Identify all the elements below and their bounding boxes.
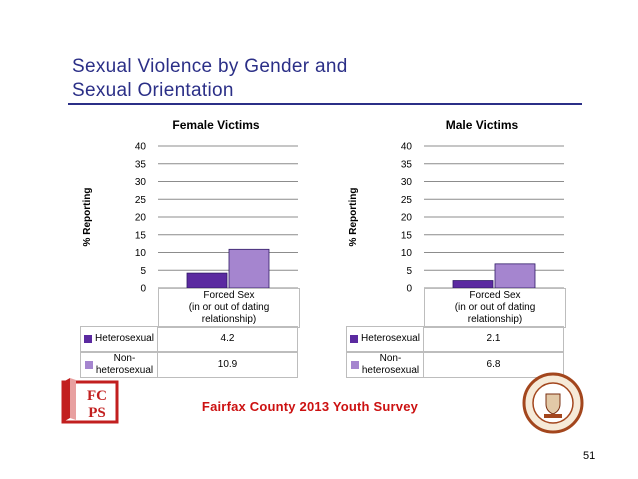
legend-row: Non-heterosexual 10.9 [80, 352, 298, 378]
male-victims-chart: Male Victims % Reporting 0 5 10 15 20 25 30 35 40 F… [338, 112, 600, 378]
legend-swatch [350, 335, 359, 343]
category-label-line: Forced Sex [469, 290, 521, 301]
y-tick-label: 40 [135, 142, 147, 153]
y-tick-label: 25 [401, 195, 413, 206]
legend-row: Non-heterosexual 6.8 [346, 352, 564, 378]
female-victims-chart: Female Victims % Reporting 0 5 10 15 20 25 30 35 4… [72, 112, 334, 378]
y-axis-label: % Reporting [82, 188, 93, 247]
y-tick-label: 0 [406, 284, 412, 295]
bar-non-heterosexual [228, 248, 270, 289]
y-tick-label: 10 [135, 248, 147, 259]
bar-non-heterosexual [494, 263, 536, 289]
y-tick-label: 15 [401, 230, 413, 241]
legend-swatch [350, 361, 359, 369]
y-tick-label: 5 [140, 266, 146, 277]
category-label-line: (in or out of dating [188, 302, 270, 313]
data-value-cell: 4.2 [157, 326, 298, 352]
y-tick-label: 35 [401, 159, 413, 170]
y-tick-label: 40 [401, 142, 413, 153]
bar-heterosexual [452, 280, 494, 289]
survey-footer: Fairfax County 2013 Youth Survey [201, 399, 419, 414]
y-tick-label: 20 [401, 213, 413, 224]
chart-svg: Male Victims % Reporting 0 5 10 15 20 25 30 35 40 [348, 118, 564, 295]
slide-title-line2: Sexual Orientation [72, 80, 234, 101]
legend-label-cell: Non-heterosexual [346, 352, 424, 378]
y-tick-label: 10 [401, 248, 413, 259]
legend-swatch [84, 361, 93, 369]
chart-svg: Female Victims % Reporting 0 5 10 15 20 25 30 35 4… [82, 118, 298, 295]
data-value-cell: 6.8 [423, 352, 564, 378]
fcps-logo: FC PS [60, 376, 122, 433]
page-number: 51 [583, 450, 596, 462]
legend-series-name: Heterosexual [95, 333, 154, 344]
bar-heterosexual [186, 272, 228, 289]
legend-label-cell: Heterosexual [346, 326, 424, 352]
data-value-cell: 10.9 [157, 352, 298, 378]
legend-row: Heterosexual 4.2 [80, 326, 298, 352]
y-tick-label: 20 [135, 213, 147, 224]
svg-text:PS: PS [88, 405, 106, 421]
data-value-cell: 2.1 [423, 326, 564, 352]
category-label-box: Forced Sex (in or out of dating relationsh… [424, 288, 566, 328]
legend-label-cell: Non-heterosexual [80, 352, 158, 378]
chart-title: Female Victims [172, 118, 259, 132]
y-tick-label: 35 [135, 159, 147, 170]
category-label-line: relationship) [467, 314, 523, 325]
legend-series-name: Non-heterosexual [361, 353, 420, 376]
legend-series-name: Non-heterosexual [95, 353, 154, 376]
y-tick-label: 30 [135, 177, 147, 188]
category-label-line: relationship) [201, 314, 257, 325]
legend-series-name: Heterosexual [361, 333, 420, 344]
legend-label-cell: Heterosexual [80, 326, 158, 352]
legend-swatch [84, 335, 93, 343]
y-tick-label: 30 [401, 177, 413, 188]
svg-text:FC: FC [87, 388, 107, 404]
y-tick-label: 5 [406, 266, 412, 277]
slide-title: Sexual Violence by Gender and Sexual Ori… [72, 55, 472, 103]
county-seal [522, 372, 584, 439]
category-label-line: (in or out of dating [454, 302, 536, 313]
category-label-box: Forced Sex (in or out of dating relationsh… [158, 288, 300, 328]
y-tick-label: 0 [140, 284, 146, 295]
title-divider [68, 103, 582, 105]
y-tick-label: 15 [135, 230, 147, 241]
slide-title-line1: Sexual Violence by Gender and [72, 56, 348, 77]
legend-row: Heterosexual 2.1 [346, 326, 564, 352]
chart-title: Male Victims [446, 118, 519, 132]
category-label-line: Forced Sex [203, 290, 255, 301]
y-tick-label: 25 [135, 195, 147, 206]
y-axis-label: % Reporting [348, 188, 359, 247]
